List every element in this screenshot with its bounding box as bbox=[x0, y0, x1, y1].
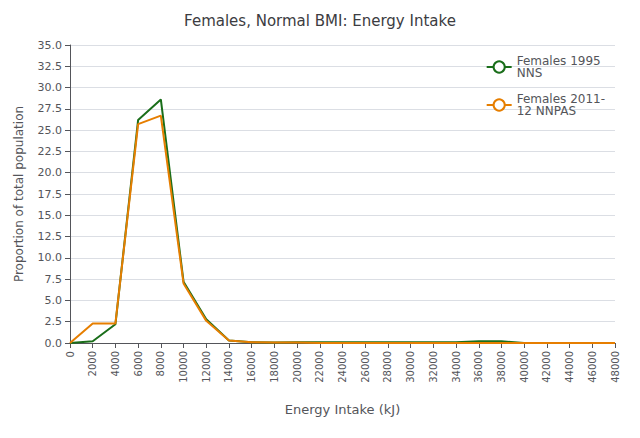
svg-text:10000: 10000 bbox=[178, 351, 189, 383]
svg-text:18000: 18000 bbox=[269, 351, 280, 383]
svg-text:12 NNPAS: 12 NNPAS bbox=[517, 104, 576, 118]
svg-text:2000: 2000 bbox=[87, 351, 98, 376]
svg-text:Females, Normal BMI: Energy In: Females, Normal BMI: Energy Intake bbox=[184, 12, 456, 30]
svg-text:12.5: 12.5 bbox=[38, 230, 63, 243]
svg-text:27.5: 27.5 bbox=[38, 102, 63, 115]
svg-text:5.0: 5.0 bbox=[45, 294, 63, 307]
svg-text:2.5: 2.5 bbox=[45, 315, 63, 328]
svg-text:24000: 24000 bbox=[337, 351, 348, 383]
svg-text:6000: 6000 bbox=[133, 351, 144, 376]
svg-text:8000: 8000 bbox=[155, 351, 166, 376]
svg-text:16000: 16000 bbox=[246, 351, 257, 383]
svg-text:32000: 32000 bbox=[428, 351, 439, 383]
svg-text:34000: 34000 bbox=[451, 351, 462, 383]
svg-text:NNS: NNS bbox=[517, 66, 543, 80]
svg-text:44000: 44000 bbox=[564, 351, 575, 383]
svg-text:48000: 48000 bbox=[610, 351, 621, 383]
svg-text:35.0: 35.0 bbox=[38, 39, 63, 52]
svg-text:26000: 26000 bbox=[360, 351, 371, 383]
svg-text:Females 2011-: Females 2011- bbox=[516, 92, 605, 106]
svg-text:20.0: 20.0 bbox=[38, 166, 63, 179]
svg-text:10.0: 10.0 bbox=[38, 251, 63, 264]
svg-text:40000: 40000 bbox=[519, 351, 530, 383]
svg-text:0: 0 bbox=[65, 351, 76, 357]
svg-text:22000: 22000 bbox=[314, 351, 325, 383]
svg-text:Energy Intake (kJ): Energy Intake (kJ) bbox=[285, 402, 400, 417]
svg-text:22.5: 22.5 bbox=[38, 145, 63, 158]
svg-text:Proportion of total population: Proportion of total population bbox=[12, 106, 26, 282]
svg-text:36000: 36000 bbox=[473, 351, 484, 383]
svg-text:0.0: 0.0 bbox=[45, 337, 63, 350]
svg-text:32.5: 32.5 bbox=[38, 60, 63, 73]
svg-text:28000: 28000 bbox=[382, 351, 393, 383]
svg-text:30.0: 30.0 bbox=[38, 81, 63, 94]
svg-text:46000: 46000 bbox=[587, 351, 598, 383]
svg-text:42000: 42000 bbox=[541, 351, 552, 383]
svg-text:17.5: 17.5 bbox=[38, 188, 63, 201]
svg-text:7.5: 7.5 bbox=[45, 273, 63, 286]
svg-text:20000: 20000 bbox=[292, 351, 303, 383]
svg-text:25.0: 25.0 bbox=[38, 124, 63, 137]
svg-text:30000: 30000 bbox=[405, 351, 416, 383]
svg-text:12000: 12000 bbox=[201, 351, 212, 383]
svg-text:Females 1995: Females 1995 bbox=[516, 54, 601, 68]
svg-text:4000: 4000 bbox=[110, 351, 121, 376]
svg-text:14000: 14000 bbox=[223, 351, 234, 383]
svg-text:38000: 38000 bbox=[496, 351, 507, 383]
svg-text:15.0: 15.0 bbox=[38, 209, 63, 222]
